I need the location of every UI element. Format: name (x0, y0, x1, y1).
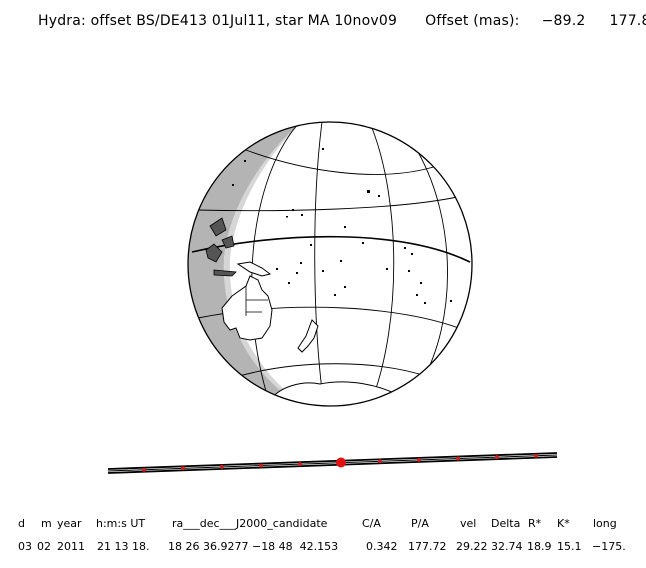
pacific-islands (232, 148, 452, 304)
new-zealand-outline (297, 319, 319, 353)
header-ca: C/A (362, 517, 381, 530)
value-ca: 0.342 (366, 540, 398, 553)
track-marker (456, 456, 460, 461)
value-kstar: 15.1 (557, 540, 582, 553)
header-kstar: K* (557, 517, 570, 530)
track-marker (417, 457, 421, 462)
value-vel: 29.22 (456, 540, 488, 553)
night-shading (188, 122, 300, 406)
track-marker (259, 463, 263, 468)
header-time: h:m:s UT (96, 517, 146, 530)
australia-borders (245, 286, 268, 316)
header-month: m (41, 517, 52, 530)
offset-y-value: 177.8 (609, 13, 646, 29)
antarctica-outline (271, 381, 397, 406)
value-long: −175. (592, 540, 626, 553)
australia-outline (221, 275, 273, 341)
header-delta: Delta (491, 517, 521, 530)
track-centerline (107, 454, 558, 472)
offset-label: Offset (mas): (425, 13, 520, 29)
offset-x-value: −89.2 (541, 13, 586, 29)
value-rstar: 18.9 (527, 540, 552, 553)
track-marker (220, 464, 224, 469)
track-marker (495, 455, 499, 460)
globe-outline (187, 121, 473, 407)
value-year: 2011 (57, 540, 85, 553)
value-day: 03 (18, 540, 32, 553)
value-time: 21 13 18. (97, 540, 150, 553)
value-coords: 18 26 36.9277 −18 48 42.153 (168, 540, 339, 553)
title-text: Hydra: offset BS/DE413 01Jul11, star MA … (38, 13, 398, 29)
track-edge-upper (107, 452, 558, 470)
track-marker (378, 459, 382, 464)
header-coords: ra___dec___J2000_candidate (172, 517, 328, 530)
track-marker (534, 453, 538, 458)
header-day: d (18, 517, 25, 530)
track-marker (181, 466, 185, 471)
meridian-lines (251, 122, 448, 406)
shadow-center-marker (336, 457, 346, 468)
header-long: long (593, 517, 617, 530)
track-marker (142, 467, 146, 472)
header-rstar: R* (528, 517, 542, 530)
value-delta: 32.74 (491, 540, 523, 553)
island-chain (205, 217, 237, 277)
shadow-track (107, 452, 558, 474)
plot-title: Hydra: offset BS/DE413 01Jul11, star MA … (38, 13, 646, 29)
value-month: 02 (37, 540, 51, 553)
track-time-markers (142, 453, 538, 472)
value-pa: 177.72 (408, 540, 447, 553)
track-marker (298, 462, 302, 467)
header-year: year (57, 517, 82, 530)
track-edge-lower (107, 456, 558, 474)
header-vel: vel (460, 517, 477, 530)
header-pa: P/A (411, 517, 429, 530)
new-guinea-outline (236, 261, 272, 277)
